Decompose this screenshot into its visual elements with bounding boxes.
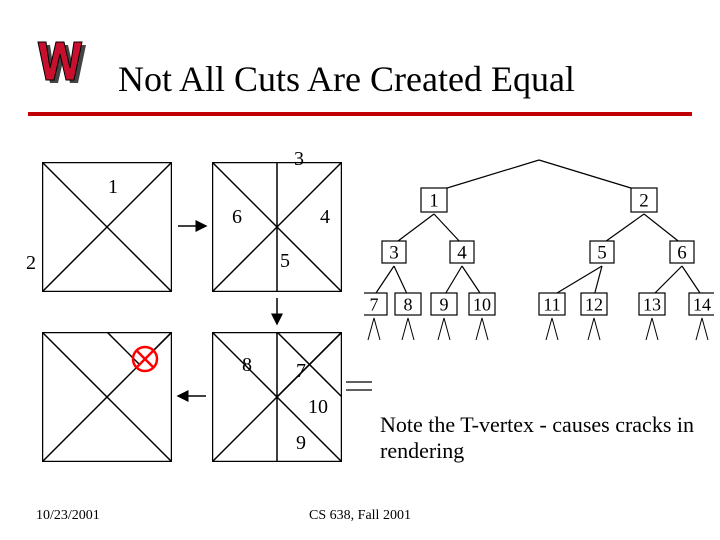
svg-text:1: 1 [429, 191, 439, 212]
svg-text:12: 12 [585, 294, 603, 314]
svg-text:3: 3 [389, 243, 399, 264]
svg-text:14: 14 [693, 294, 711, 314]
svg-text:9: 9 [440, 294, 449, 314]
svg-text:4: 4 [457, 243, 467, 264]
tree-diagram: 12 3456 7891011121314 [364, 148, 714, 348]
svg-text:8: 8 [404, 294, 413, 314]
svg-text:10: 10 [473, 294, 491, 314]
svg-text:11: 11 [543, 294, 560, 314]
svg-text:2: 2 [639, 191, 649, 212]
svg-text:6: 6 [677, 243, 687, 264]
footer-center: CS 638, Fall 2001 [309, 508, 411, 524]
svg-text:7: 7 [370, 294, 379, 314]
footer-date: 10/23/2001 [36, 508, 100, 524]
svg-text:5: 5 [597, 243, 607, 264]
note-text: Note the T-vertex - causes cracks in ren… [380, 412, 700, 465]
svg-text:13: 13 [643, 294, 661, 314]
